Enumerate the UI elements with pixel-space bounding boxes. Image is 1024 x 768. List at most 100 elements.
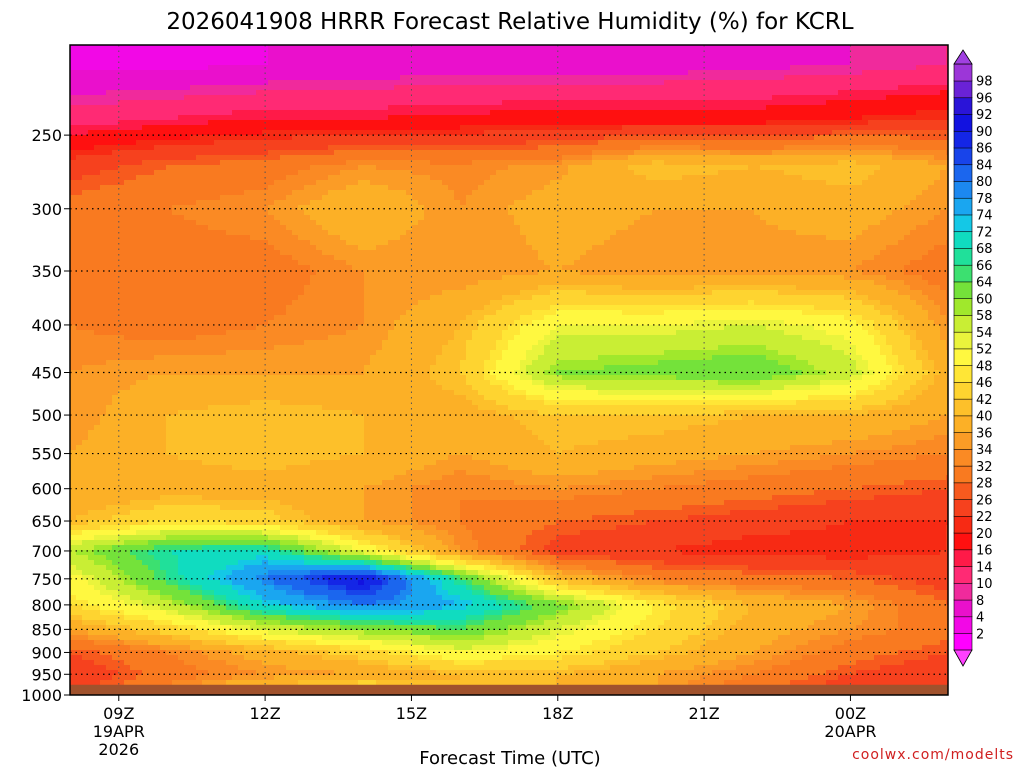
rh-cell <box>196 420 203 426</box>
rh-cell <box>214 80 221 86</box>
rh-cell <box>118 445 125 451</box>
rh-cell <box>124 365 131 371</box>
rh-cell <box>100 265 107 271</box>
rh-cell <box>202 185 209 191</box>
rh-cell <box>238 415 245 421</box>
rh-cell <box>238 665 245 671</box>
rh-cell <box>172 310 179 316</box>
rh-cell <box>244 610 251 616</box>
rh-cell <box>154 75 161 81</box>
rh-cell <box>118 635 125 641</box>
rh-cell <box>214 430 221 436</box>
rh-cell <box>256 215 263 221</box>
rh-cell <box>208 160 215 166</box>
rh-cell <box>76 385 83 391</box>
rh-cell <box>70 150 77 156</box>
rh-cell <box>88 590 95 596</box>
rh-cell <box>154 500 161 506</box>
rh-cell <box>286 480 293 486</box>
rh-cell <box>112 280 119 286</box>
rh-cell <box>280 245 287 251</box>
rh-cell <box>82 195 89 201</box>
rh-cell <box>76 505 83 511</box>
rh-cell <box>154 520 161 526</box>
rh-cell <box>178 75 185 81</box>
rh-cell <box>148 300 155 306</box>
rh-cell <box>262 75 269 81</box>
rh-cell <box>172 240 179 246</box>
rh-cell <box>124 300 131 306</box>
rh-cell <box>70 675 77 681</box>
rh-cell <box>100 600 107 606</box>
rh-cell <box>196 235 203 241</box>
rh-cell <box>88 75 95 81</box>
rh-cell <box>166 680 173 686</box>
rh-cell <box>154 650 161 656</box>
rh-cell <box>160 155 167 161</box>
rh-cell <box>208 355 215 361</box>
rh-cell <box>136 420 143 426</box>
rh-cell <box>202 280 209 286</box>
rh-cell <box>232 205 239 211</box>
rh-cell <box>142 190 149 196</box>
rh-cell <box>106 260 113 266</box>
rh-cell <box>262 475 269 481</box>
rh-cell <box>202 370 209 376</box>
rh-cell <box>178 605 185 611</box>
rh-cell <box>190 470 197 476</box>
rh-cell <box>160 455 167 461</box>
rh-cell <box>76 75 83 81</box>
rh-cell <box>298 560 305 566</box>
rh-cell <box>154 435 161 441</box>
rh-cell <box>118 195 125 201</box>
rh-cell <box>274 90 281 96</box>
rh-cell <box>130 640 137 646</box>
rh-cell <box>142 405 149 411</box>
rh-cell <box>100 295 107 301</box>
rh-cell <box>160 170 167 176</box>
rh-cell <box>274 510 281 516</box>
rh-cell <box>232 190 239 196</box>
rh-cell <box>220 450 227 456</box>
rh-cell <box>244 100 251 106</box>
rh-cell <box>172 465 179 471</box>
rh-cell <box>232 195 239 201</box>
rh-cell <box>148 610 155 616</box>
rh-cell <box>190 475 197 481</box>
rh-cell <box>88 410 95 416</box>
rh-cell <box>106 135 113 141</box>
rh-cell <box>244 80 251 86</box>
rh-cell <box>292 640 299 646</box>
rh-cell <box>286 355 293 361</box>
rh-cell <box>256 175 263 181</box>
rh-cell <box>244 590 251 596</box>
rh-cell <box>154 530 161 536</box>
rh-cell <box>136 500 143 506</box>
rh-cell <box>208 665 215 671</box>
rh-cell <box>220 320 227 326</box>
rh-cell <box>256 260 263 266</box>
rh-cell <box>130 490 137 496</box>
rh-cell <box>70 650 77 656</box>
rh-cell <box>130 120 137 126</box>
rh-cell <box>238 600 245 606</box>
rh-cell <box>136 655 143 661</box>
rh-cell <box>202 300 209 306</box>
rh-cell <box>202 625 209 631</box>
rh-cell <box>208 675 215 681</box>
rh-cell <box>220 550 227 556</box>
rh-cell <box>220 75 227 81</box>
rh-cell <box>130 320 137 326</box>
rh-cell <box>148 390 155 396</box>
rh-cell <box>70 260 77 266</box>
rh-cell <box>136 325 143 331</box>
rh-cell <box>238 285 245 291</box>
rh-cell <box>100 640 107 646</box>
rh-cell <box>298 660 305 666</box>
rh-cell <box>280 210 287 216</box>
rh-cell <box>232 75 239 81</box>
rh-cell <box>274 565 281 571</box>
rh-cell <box>76 440 83 446</box>
rh-cell <box>226 395 233 401</box>
rh-cell <box>136 610 143 616</box>
